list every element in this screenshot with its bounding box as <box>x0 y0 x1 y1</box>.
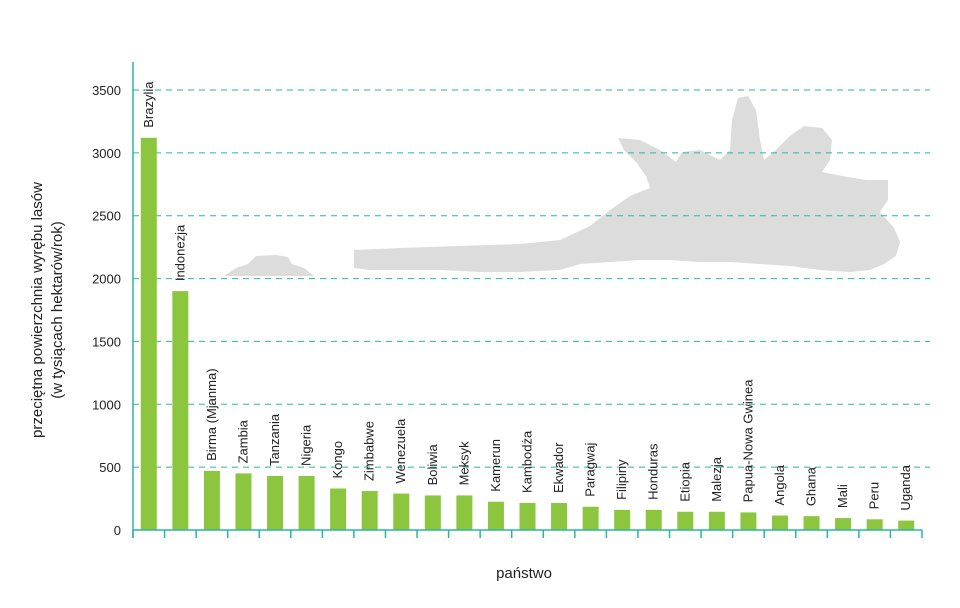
bar-mali <box>835 518 852 530</box>
bar-zimbabwe <box>361 491 378 530</box>
bar-label: Wenezuela <box>393 418 408 484</box>
bar-label: Peru <box>867 482 882 509</box>
bar-label: Filipiny <box>614 459 629 500</box>
bar-labels: Brazylia Indonezja Birma (Mjanma) Zambia Tan… <box>141 81 913 511</box>
bar-label: Mali <box>835 484 850 508</box>
bar-label: Angola <box>772 464 787 505</box>
bar-brazylia <box>140 137 157 530</box>
bar-label: Zambia <box>235 419 250 463</box>
bar-meksyk <box>456 495 473 530</box>
bar-label: Etiopia <box>677 461 692 502</box>
y-tick-label: 500 <box>99 460 121 475</box>
bar-paragwaj <box>582 506 599 530</box>
bar-label: Ekwador <box>551 442 566 493</box>
y-tick-label: 2000 <box>92 272 121 287</box>
bar-uganda <box>898 520 915 530</box>
bar-label: Tanzania <box>267 413 282 466</box>
x-axis-title: państwo <box>496 565 552 582</box>
bar-label: Ghana <box>804 466 819 506</box>
y-tick-label: 0 <box>114 523 121 538</box>
axes <box>132 62 923 538</box>
bar-label: Kongo <box>330 441 345 479</box>
y-tick-label: 3500 <box>92 83 121 98</box>
palm-leaves-silhouette-icon <box>224 96 900 276</box>
bar-label: Nigeria <box>299 424 314 466</box>
gridlines <box>133 89 930 468</box>
bar-birma-mjanma- <box>203 470 220 530</box>
y-tick-label: 1000 <box>92 397 121 412</box>
y-tick-label: 3000 <box>92 146 121 161</box>
bar-ekwador <box>551 502 568 530</box>
y-tick-labels: 0 500 1000 1500 2000 2500 3000 3500 <box>92 83 121 538</box>
bar-label: Indonezja <box>172 224 187 281</box>
bar-etiopia <box>677 511 694 530</box>
bar-angola <box>771 515 788 530</box>
bar-honduras <box>645 509 662 530</box>
bar-tanzania <box>267 475 284 530</box>
bar-label: Malezja <box>709 456 724 502</box>
bar-label: Meksyk <box>456 441 471 486</box>
bar-zambia <box>235 473 252 530</box>
y-tick-label: 2500 <box>92 209 121 224</box>
bar-label: Birma (Mjanma) <box>204 368 219 460</box>
bar-papua-nowa-gwinea <box>740 512 757 530</box>
bar-label: Papua-Nowa Gwinea <box>740 379 755 503</box>
bar-label: Uganda <box>898 464 913 510</box>
bar-label: Paragwaj <box>583 442 598 496</box>
bar-boliwia <box>424 495 441 530</box>
bar-filipiny <box>614 509 631 530</box>
y-tick-label: 1500 <box>92 334 121 349</box>
bar-malezja <box>708 511 725 530</box>
bar-label: Honduras <box>646 443 661 500</box>
bar-label: Kambodża <box>520 430 535 493</box>
y-axis-title-line1: przeciętna powierzchnia wyrębu lasów <box>29 182 46 438</box>
bar-kamerun <box>487 501 504 530</box>
bar-nigeria <box>298 475 315 530</box>
bar-peru <box>866 519 883 530</box>
bar-kambodża <box>519 502 536 530</box>
bars <box>140 137 915 530</box>
bar-label: Brazylia <box>141 81 156 128</box>
bar-indonezja <box>172 291 189 530</box>
bar-kongo <box>330 488 347 530</box>
y-axis-title-line2: (w tysiącach hektarów/rok) <box>49 221 66 399</box>
bar-label: Boliwia <box>425 443 440 485</box>
bar-label: Zimbabwe <box>362 421 377 481</box>
bar-label: Kamerun <box>488 439 503 492</box>
bar-ghana <box>803 516 820 530</box>
bar-wenezuela <box>393 493 410 530</box>
